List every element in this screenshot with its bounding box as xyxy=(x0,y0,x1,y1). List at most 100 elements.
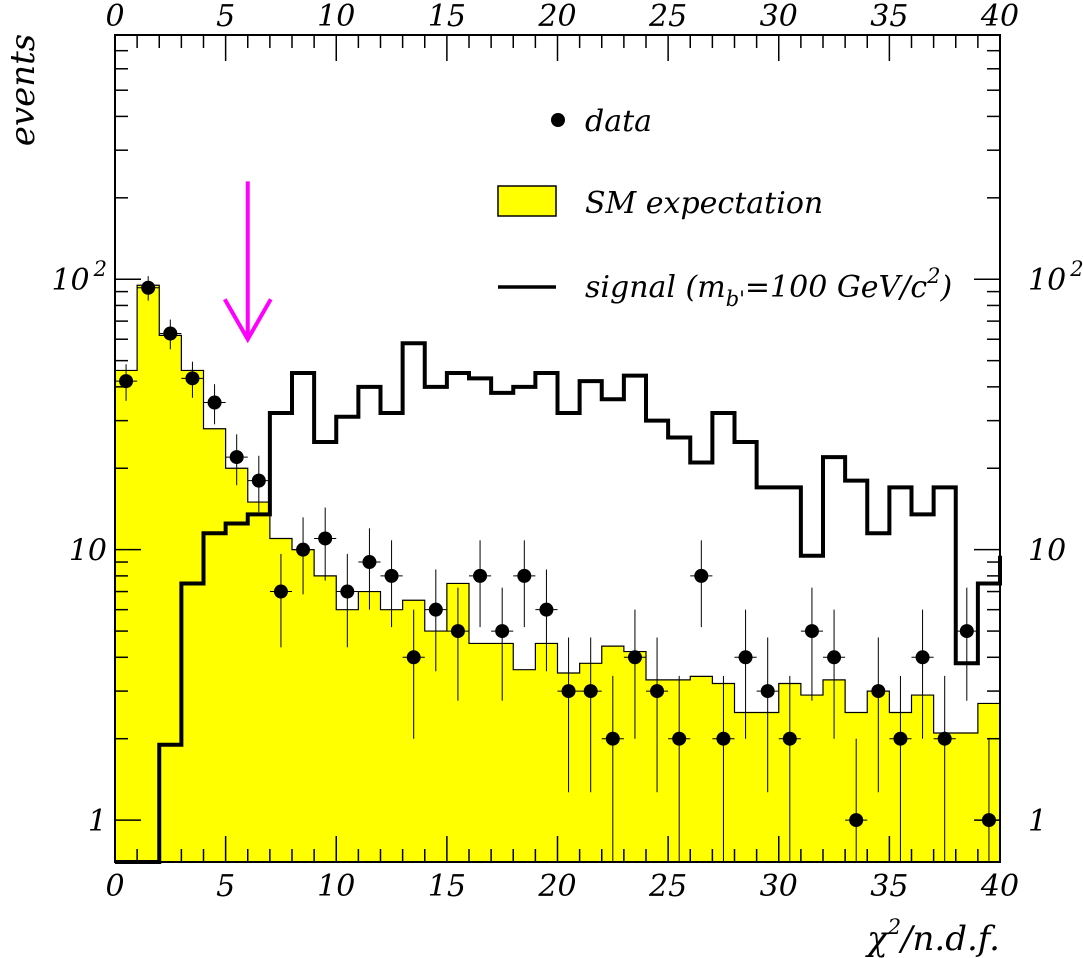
data-point xyxy=(911,609,934,739)
data-point xyxy=(469,540,492,628)
y-tick-label: 10 2 xyxy=(51,257,107,298)
data-point xyxy=(756,637,779,793)
x-axis-title: χ2/n.d.f. xyxy=(865,915,1000,958)
x-tick-label: 10 xyxy=(317,869,355,904)
data-point xyxy=(159,319,182,350)
data-marker xyxy=(428,602,443,617)
data-marker xyxy=(583,684,598,699)
data-marker xyxy=(141,280,156,295)
data-marker xyxy=(627,650,642,665)
x-tick-label-top: 20 xyxy=(537,0,576,34)
data-marker xyxy=(760,684,775,699)
data-marker xyxy=(561,684,576,699)
data-marker xyxy=(318,531,333,546)
x-tick-label-top: 10 xyxy=(317,0,355,34)
data-marker xyxy=(915,650,930,665)
data-marker xyxy=(495,624,510,639)
data-point xyxy=(646,637,669,793)
legend-data-marker xyxy=(551,113,565,127)
data-marker xyxy=(605,731,620,746)
data-marker xyxy=(937,731,952,746)
x-tick-label-top: 35 xyxy=(870,0,908,34)
x-tick-label: 20 xyxy=(537,869,576,904)
data-point xyxy=(579,637,602,793)
x-tick-label: 30 xyxy=(760,869,798,904)
x-tick-label-top: 5 xyxy=(216,0,235,34)
data-marker xyxy=(251,473,266,488)
data-marker xyxy=(517,568,532,583)
data-marker xyxy=(296,542,311,557)
legend: data SM expectation signal (mb'=100 GeV/… xyxy=(497,104,952,311)
data-marker xyxy=(672,731,687,746)
data-point xyxy=(867,637,890,793)
data-point xyxy=(712,675,735,862)
data-point xyxy=(137,276,160,301)
x-tick-label: 15 xyxy=(428,869,466,904)
data-point xyxy=(225,434,248,486)
data-layer xyxy=(115,276,1000,862)
data-marker xyxy=(340,584,355,599)
data-point xyxy=(734,609,757,739)
data-point xyxy=(845,738,868,862)
data-marker xyxy=(650,684,665,699)
legend-sm-label: SM expectation xyxy=(585,186,823,221)
data-marker xyxy=(185,371,200,386)
data-point xyxy=(800,587,823,701)
x-tick-label: 25 xyxy=(648,869,687,904)
data-marker xyxy=(539,602,554,617)
data-marker xyxy=(959,624,974,639)
legend-sm-swatch xyxy=(497,185,557,217)
x-tick-label-top: 15 xyxy=(428,0,466,34)
data-marker xyxy=(207,395,222,410)
data-point xyxy=(336,553,359,648)
data-point xyxy=(358,528,381,610)
x-tick-label-top: 0 xyxy=(105,0,124,34)
x-tick-label: 40 xyxy=(980,869,1019,904)
data-marker xyxy=(163,326,178,341)
data-marker xyxy=(119,374,134,389)
data-marker xyxy=(782,731,797,746)
y-tick-label: 1 xyxy=(88,804,107,839)
x-tick-label-top: 30 xyxy=(760,0,798,34)
y-tick-label-right: 10 xyxy=(1028,534,1066,569)
data-point xyxy=(823,609,846,739)
legend-signal-label: signal (mb'=100 GeV/c2) xyxy=(585,264,952,311)
data-point xyxy=(380,540,403,628)
data-point xyxy=(557,637,580,793)
axis-labels: 0 0 5 5 10 10 15 15 20 20 25 25 30 30 35 35 40 40 1 1 10 10 10… xyxy=(51,0,1083,904)
data-marker xyxy=(406,650,421,665)
y-tick-label-right: 10 2 xyxy=(1028,257,1083,298)
data-point xyxy=(955,587,978,701)
cut-arrow-head xyxy=(223,298,273,344)
data-point xyxy=(292,517,315,595)
data-point xyxy=(623,609,646,739)
data-point xyxy=(513,540,536,628)
y-tick-label: 10 xyxy=(69,534,107,569)
signal-layer xyxy=(115,341,1002,864)
y-tick-label-right: 1 xyxy=(1028,804,1047,839)
signal-histogram xyxy=(115,341,1002,864)
data-marker xyxy=(849,813,864,828)
data-marker xyxy=(716,731,731,746)
data-marker xyxy=(694,568,709,583)
data-marker xyxy=(871,684,886,699)
data-point xyxy=(181,361,204,398)
legend-data-label: data xyxy=(585,104,652,139)
data-point xyxy=(933,675,956,862)
x-tick-label: 35 xyxy=(870,869,908,904)
data-marker xyxy=(738,650,753,665)
data-point xyxy=(668,675,691,862)
data-marker xyxy=(450,624,465,639)
data-marker xyxy=(362,555,377,570)
data-point xyxy=(203,384,226,425)
data-point xyxy=(778,675,801,862)
data-point xyxy=(889,675,912,862)
x-tick-label-top: 25 xyxy=(648,0,687,34)
data-marker xyxy=(804,624,819,639)
data-point xyxy=(491,587,514,701)
data-point xyxy=(446,587,469,701)
data-marker xyxy=(473,568,488,583)
data-point xyxy=(424,569,447,672)
data-point xyxy=(115,364,138,401)
